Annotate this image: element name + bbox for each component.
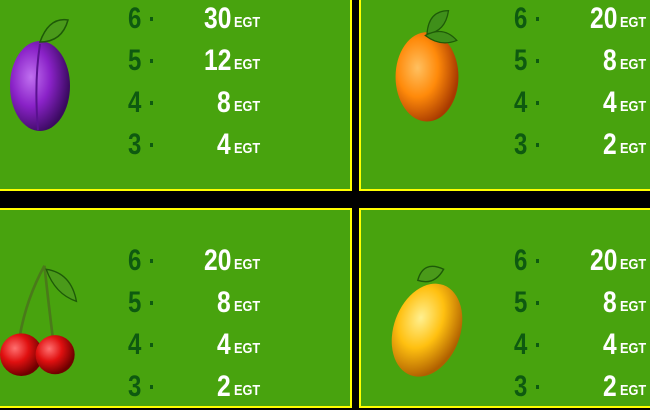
symbol-count: 6	[514, 244, 528, 277]
currency-label: EGT	[234, 14, 261, 31]
pay-row: 5 8 EGT	[128, 286, 348, 326]
separator-dot	[150, 17, 153, 21]
orange-icon	[395, 9, 459, 122]
currency-label: EGT	[620, 98, 647, 115]
separator-dot	[150, 343, 153, 347]
symbol-count: 4	[128, 86, 142, 119]
paytable-panel-plum	[0, 0, 352, 191]
payout-value: 8	[217, 86, 231, 119]
payout-value: 20	[203, 244, 231, 277]
lemon-icon	[391, 265, 463, 377]
pay-row: 6 20 EGT	[514, 2, 650, 42]
symbol-count: 4	[128, 328, 142, 361]
payout-value: 4	[217, 328, 231, 361]
payout-value: 8	[217, 286, 231, 319]
currency-label: EGT	[620, 298, 647, 315]
payout-value: 20	[589, 2, 617, 35]
currency-label: EGT	[620, 256, 647, 273]
payout-value: 8	[603, 286, 617, 319]
payout-value: 4	[603, 86, 617, 119]
currency-label: EGT	[234, 140, 261, 157]
plum-icon	[10, 18, 70, 131]
separator-dot	[536, 101, 539, 105]
paytable-panel-cherry	[0, 208, 352, 408]
cherry-icon	[0, 265, 78, 376]
symbol-count: 3	[128, 370, 142, 403]
symbol-count: 6	[514, 2, 528, 35]
separator-dot	[150, 385, 153, 389]
symbol-count: 3	[514, 128, 528, 161]
payout-value: 20	[589, 244, 617, 277]
payout-value: 4	[217, 128, 231, 161]
currency-label: EGT	[234, 340, 261, 357]
symbol-count: 5	[514, 44, 528, 77]
pay-row: 5 12 EGT	[128, 44, 348, 84]
payout-value: 2	[217, 370, 231, 403]
symbol-count: 4	[514, 328, 528, 361]
payout-value: 12	[203, 44, 231, 77]
symbol-count: 5	[128, 286, 142, 319]
separator-dot	[150, 259, 153, 263]
symbol-count: 6	[128, 244, 142, 277]
symbol-count: 5	[128, 44, 142, 77]
symbol-count: 5	[514, 286, 528, 319]
separator-dot	[150, 101, 153, 105]
pay-row: 4 4 EGT	[514, 328, 650, 368]
currency-label: EGT	[234, 98, 261, 115]
pay-row: 4 4 EGT	[514, 86, 650, 126]
separator-dot	[536, 301, 539, 305]
pay-row: 5 8 EGT	[514, 286, 650, 326]
pay-row: 4 8 EGT	[128, 86, 348, 126]
separator-dot	[536, 385, 539, 389]
currency-label: EGT	[620, 14, 647, 31]
pay-row: 3 2 EGT	[128, 370, 348, 410]
currency-label: EGT	[234, 382, 261, 399]
pay-row: 5 8 EGT	[514, 44, 650, 84]
pay-row: 3 2 EGT	[514, 128, 650, 168]
pay-row: 6 30 EGT	[128, 2, 348, 42]
symbol-count: 3	[128, 128, 142, 161]
payout-value: 8	[603, 44, 617, 77]
symbol-count: 4	[514, 86, 528, 119]
payout-value: 2	[603, 128, 617, 161]
pay-row: 6 20 EGT	[514, 244, 650, 284]
separator-dot	[150, 301, 153, 305]
paytable-panel-lemon	[359, 208, 650, 408]
currency-label: EGT	[234, 256, 261, 273]
separator-dot	[150, 59, 153, 63]
currency-label: EGT	[620, 340, 647, 357]
pay-row: 4 4 EGT	[128, 328, 348, 368]
payout-value: 4	[603, 328, 617, 361]
symbol-count: 6	[128, 2, 142, 35]
currency-label: EGT	[620, 140, 647, 157]
pay-row: 3 4 EGT	[128, 128, 348, 168]
currency-label: EGT	[620, 56, 647, 73]
separator-dot	[536, 343, 539, 347]
payout-value: 30	[203, 2, 231, 35]
currency-label: EGT	[234, 56, 261, 73]
currency-label: EGT	[234, 298, 261, 315]
separator-dot	[150, 143, 153, 147]
separator-dot	[536, 17, 539, 21]
currency-label: EGT	[620, 382, 647, 399]
separator-dot	[536, 59, 539, 63]
payout-value: 2	[603, 370, 617, 403]
paytable-panel-orange	[359, 0, 650, 191]
separator-dot	[536, 259, 539, 263]
pay-row: 6 20 EGT	[128, 244, 348, 284]
symbol-count: 3	[514, 370, 528, 403]
separator-dot	[536, 143, 539, 147]
pay-row: 3 2 EGT	[514, 370, 650, 410]
